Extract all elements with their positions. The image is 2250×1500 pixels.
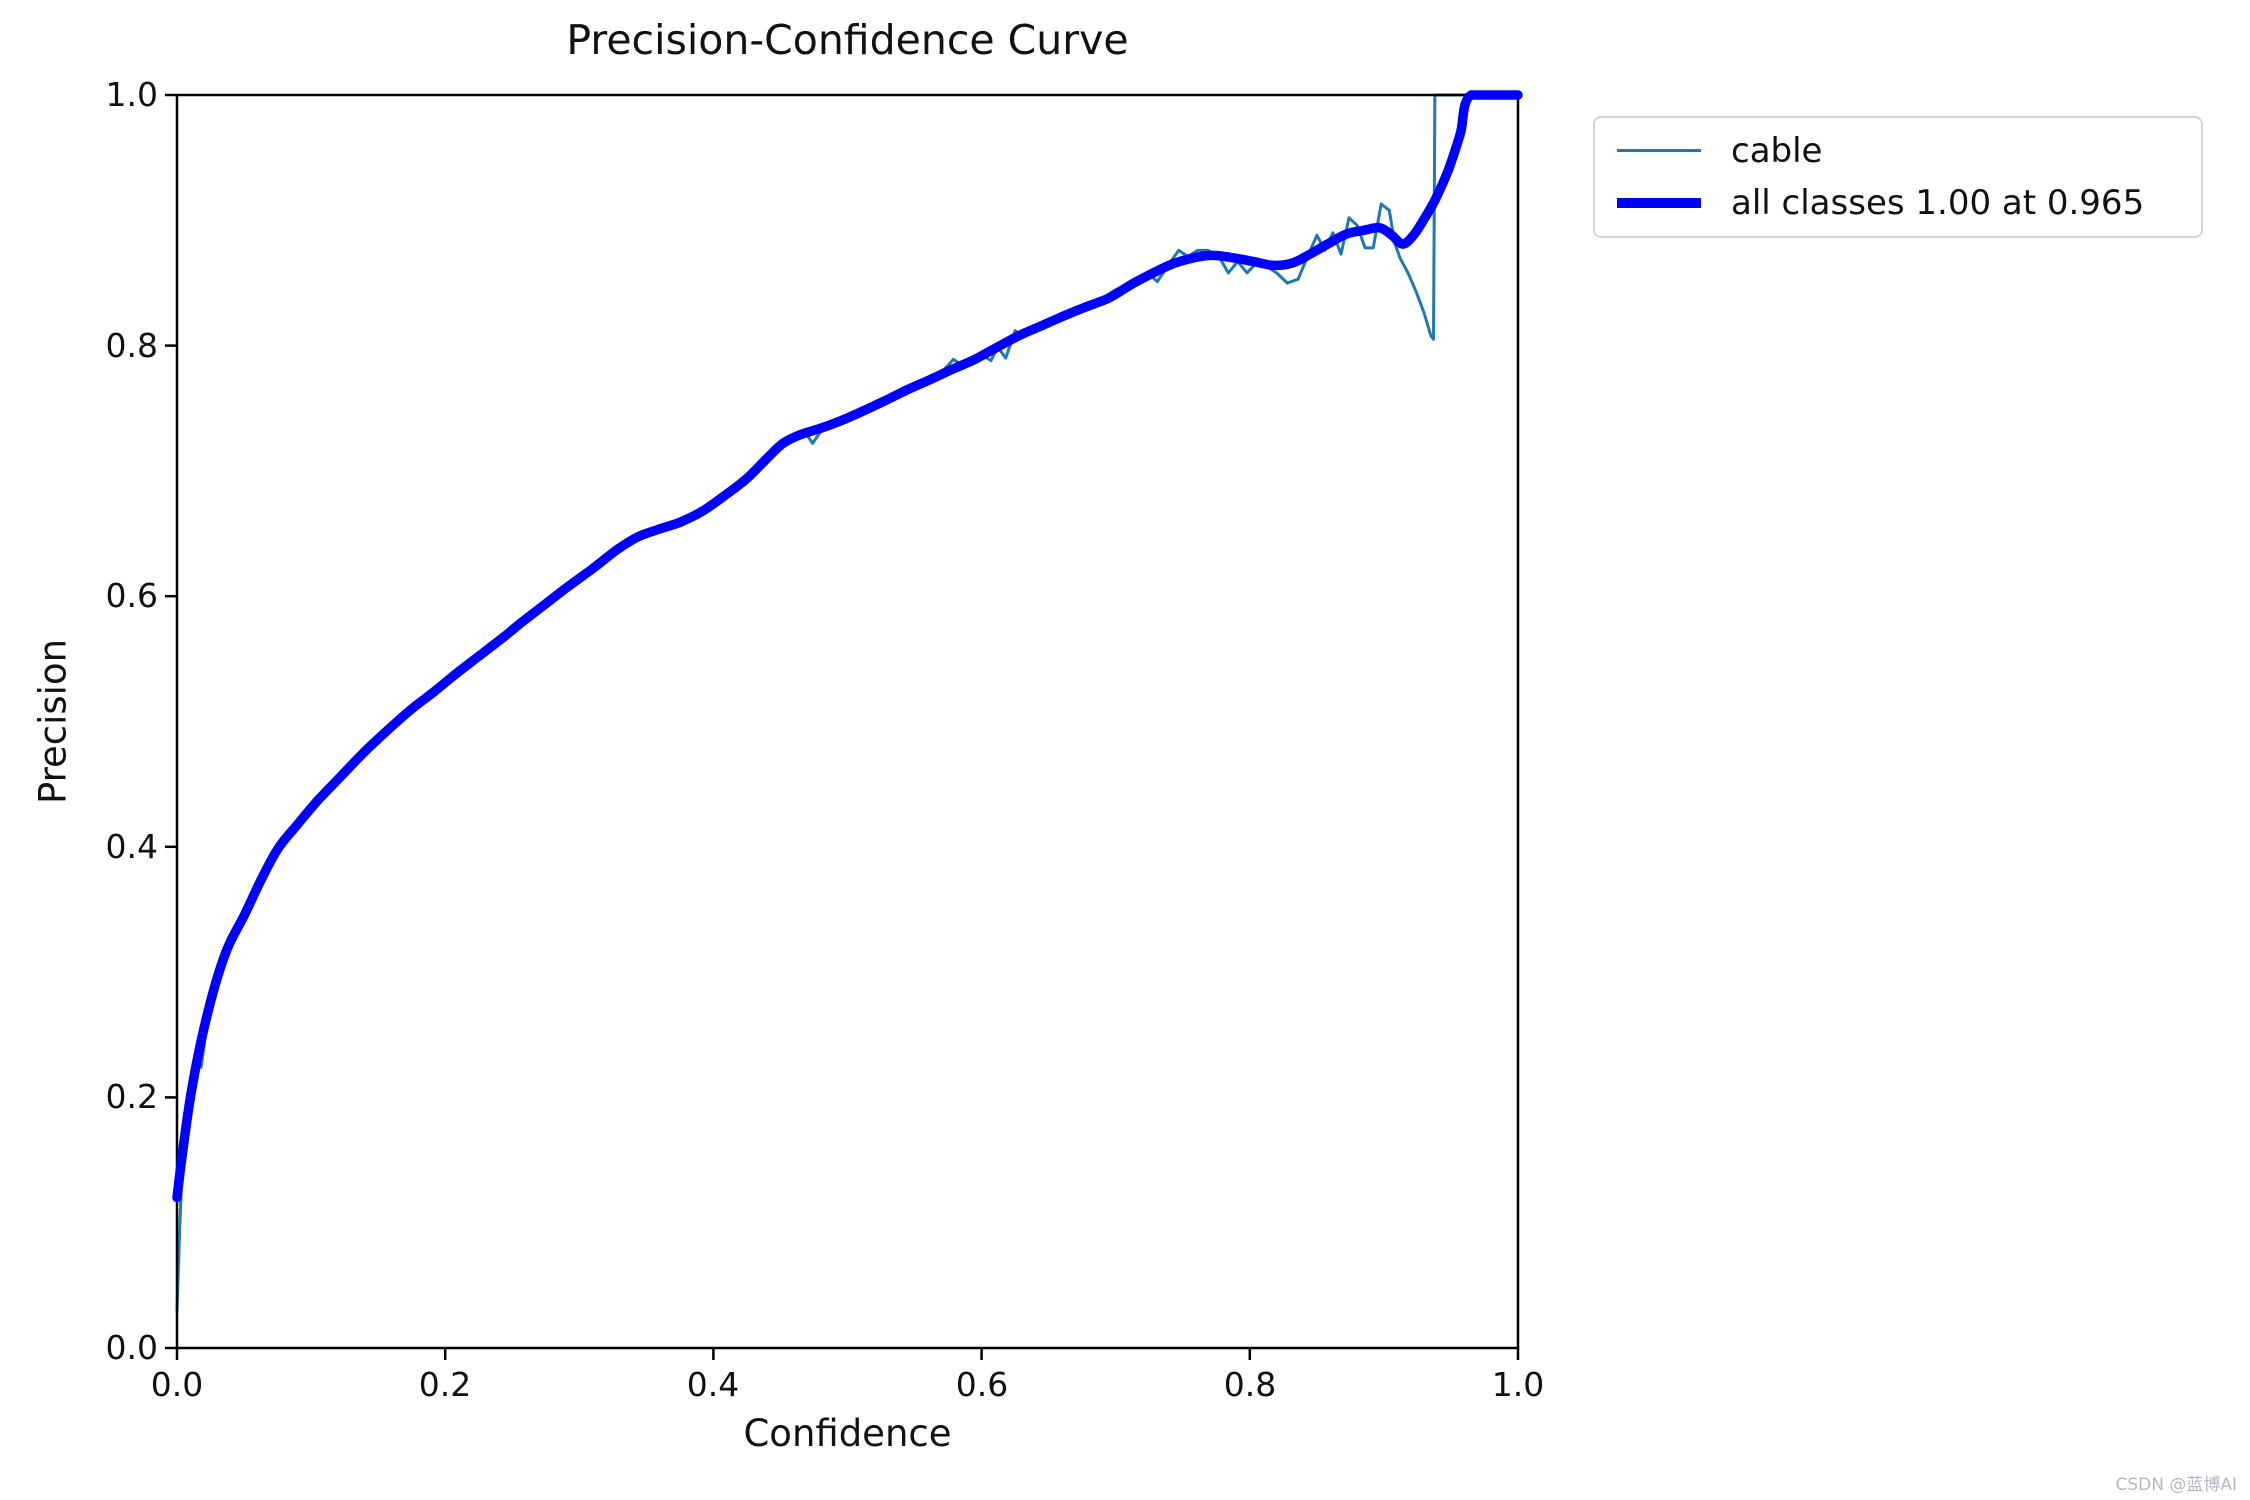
y-axis-label: Precision bbox=[31, 638, 75, 805]
legend-label: all classes 1.00 at 0.965 bbox=[1731, 183, 2145, 224]
watermark: CSDN @蓝博AI bbox=[2115, 1475, 2237, 1495]
chart-title: Precision-Confidence Curve bbox=[566, 16, 1129, 64]
y-tick-label: 0.4 bbox=[105, 827, 158, 866]
all-classes-line-swatch-icon bbox=[1617, 198, 1701, 209]
x-tick-label: 0.4 bbox=[686, 1365, 740, 1404]
cable-line-swatch-icon bbox=[1617, 149, 1701, 153]
y-tick-label: 0.6 bbox=[105, 576, 158, 615]
legend-label: cable bbox=[1731, 130, 1823, 171]
x-axis-label: Confidence bbox=[743, 1412, 952, 1455]
series-line-cable bbox=[175, 93, 1520, 1312]
series-line-all bbox=[172, 90, 1523, 1203]
y-tick-label: 1.0 bbox=[105, 75, 158, 114]
axes-frame bbox=[175, 93, 1520, 1350]
y-tick-label: 0.0 bbox=[105, 1328, 158, 1367]
x-tick-label: 0.2 bbox=[418, 1365, 472, 1404]
x-tick-label: 0.8 bbox=[1223, 1365, 1277, 1404]
y-tick-label: 0.8 bbox=[105, 326, 158, 365]
x-tick-label: 1.0 bbox=[1491, 1365, 1545, 1404]
x-tick-label: 0.0 bbox=[150, 1365, 204, 1404]
y-tick-label: 0.2 bbox=[105, 1077, 158, 1116]
legend-item-all-classes: all classes 1.00 at 0.965 bbox=[1617, 179, 2191, 227]
x-tick-label: 0.6 bbox=[955, 1365, 1009, 1404]
legend: cable all classes 1.00 at 0.965 bbox=[1593, 116, 2203, 238]
legend-item-cable: cable bbox=[1617, 127, 2191, 175]
